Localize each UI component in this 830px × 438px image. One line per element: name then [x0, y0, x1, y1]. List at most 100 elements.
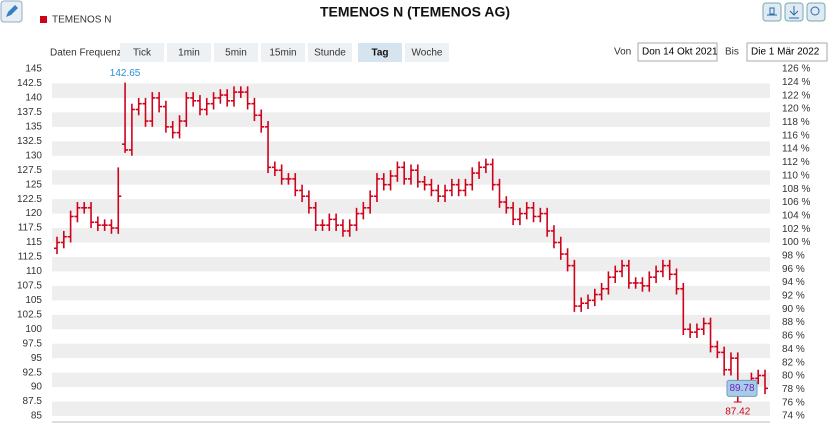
zoom-icon	[810, 6, 820, 16]
y-tick-label: 130	[25, 150, 42, 161]
y-tick-label: 117.5	[18, 223, 43, 234]
y2-tick-label: 110 %	[782, 170, 810, 181]
y2-tick-label: 96 %	[782, 264, 805, 275]
grid-band	[52, 401, 770, 416]
y2-tick-label: 90 %	[782, 304, 805, 315]
frequency-button-label[interactable]: Stunde	[314, 48, 346, 59]
frequency-label: Daten Frequenz	[50, 48, 122, 59]
frequency-button[interactable]	[405, 43, 449, 62]
low-annotation: 87.42	[725, 407, 750, 418]
grid-band	[52, 228, 770, 243]
y2-tick-label: 76 %	[782, 397, 805, 408]
pencil-icon	[6, 5, 18, 17]
y-tick-label: 107.5	[17, 281, 42, 292]
y-tick-label: 105	[25, 295, 42, 306]
high-annotation: 142.65	[110, 68, 141, 79]
from-input[interactable]	[637, 42, 718, 62]
y2-tick-label: 124 %	[782, 77, 810, 88]
y-tick-label: 115	[26, 237, 42, 248]
frequency-button[interactable]	[308, 43, 352, 62]
y-tick-label: 102.5	[17, 309, 42, 320]
frequency-button[interactable]	[358, 43, 402, 62]
y2-tick-label: 126 %	[782, 64, 810, 75]
frequency-button-label[interactable]: 15min	[269, 48, 296, 59]
y2-tick-label: 108 %	[782, 184, 810, 195]
grid-band	[52, 141, 770, 156]
frequency-button[interactable]	[167, 43, 211, 62]
y-tick-label: 127.5	[17, 165, 42, 176]
y2-tick-label: 100 %	[782, 237, 810, 248]
y-tick-label: 140	[25, 93, 42, 104]
y-tick-label: 135	[25, 121, 42, 132]
y2-tick-label: 86 %	[782, 331, 805, 342]
download-icon	[789, 6, 799, 19]
from-value[interactable]: Don 14 Okt 2021	[642, 47, 718, 58]
y-tick-label: 122.5	[17, 194, 42, 205]
y2-tick-label: 82 %	[782, 357, 805, 368]
print-icon	[767, 7, 777, 16]
y2-tick-label: 116 %	[782, 130, 810, 141]
y2-tick-label: 94 %	[782, 277, 805, 288]
frequency-button-label[interactable]: Tick	[133, 48, 152, 59]
edit-button[interactable]	[0, 0, 23, 23]
y-tick-label: 142.5	[17, 78, 42, 89]
y-tick-label: 132.5	[17, 136, 42, 147]
y2-tick-label: 104 %	[782, 210, 810, 221]
zoom-button[interactable]	[806, 2, 826, 22]
grid-band	[52, 343, 770, 359]
grid-band	[52, 83, 770, 98]
y-tick-label: 120	[25, 208, 42, 219]
y-tick-label: 87.5	[23, 396, 43, 407]
y-tick-label: 97.5	[23, 338, 43, 349]
y2-tick-label: 114 %	[782, 144, 810, 155]
y2-tick-label: 88 %	[782, 317, 805, 328]
y2-tick-label: 112 %	[782, 157, 810, 168]
y2-tick-label: 84 %	[782, 344, 805, 355]
y2-tick-label: 102 %	[782, 224, 810, 235]
frequency-button[interactable]	[214, 43, 258, 62]
y-tick-label: 90	[31, 382, 43, 393]
frequency-button-label[interactable]: 1min	[178, 48, 200, 59]
frequency-button-label[interactable]: 5min	[225, 48, 247, 59]
y-tick-label: 95	[31, 353, 43, 364]
y-tick-label: 92.5	[23, 367, 43, 378]
grid-band	[52, 112, 770, 127]
y2-tick-label: 118 %	[782, 117, 810, 128]
to-input[interactable]	[746, 42, 828, 62]
from-label: Von	[614, 47, 631, 58]
grid-band	[52, 372, 770, 388]
y-tick-label: 85	[31, 411, 43, 422]
y-tick-label: 110	[26, 266, 42, 277]
y2-tick-label: 80 %	[782, 371, 805, 382]
y-tick-label: 137.5	[17, 107, 42, 118]
chart-title: TEMENOS N (TEMENOS AG)	[320, 4, 510, 20]
y2-tick-label: 78 %	[782, 384, 805, 395]
y2-tick-label: 74 %	[782, 411, 805, 422]
y2-tick-label: 92 %	[782, 291, 805, 302]
frequency-button-label[interactable]: Tag	[371, 48, 388, 59]
y2-tick-label: 120 %	[782, 104, 810, 115]
y-tick-label: 100	[25, 324, 42, 335]
y-tick-label: 112.5	[18, 252, 43, 263]
last-price-annotation: 89.78	[729, 383, 754, 394]
print-button[interactable]	[762, 2, 782, 22]
y2-tick-label: 106 %	[782, 197, 810, 208]
legend-label: TEMENOS N	[52, 15, 111, 26]
frequency-button-label[interactable]: Woche	[412, 48, 443, 59]
grid-band	[52, 199, 770, 214]
to-label: Bis	[725, 47, 739, 58]
frequency-button[interactable]	[261, 43, 305, 62]
y2-tick-label: 122 %	[782, 90, 810, 101]
frequency-button[interactable]	[120, 43, 164, 62]
y-tick-label: 145	[25, 64, 42, 75]
y2-tick-label: 98 %	[782, 250, 805, 261]
grid-band	[52, 256, 770, 272]
y-tick-label: 125	[25, 179, 42, 190]
legend-swatch	[40, 16, 47, 23]
export-icons	[762, 2, 826, 22]
last-price-box	[726, 379, 758, 397]
grid-band	[52, 314, 770, 330]
to-value[interactable]: Die 1 Mär 2022	[751, 47, 820, 58]
grid-band	[52, 285, 770, 301]
